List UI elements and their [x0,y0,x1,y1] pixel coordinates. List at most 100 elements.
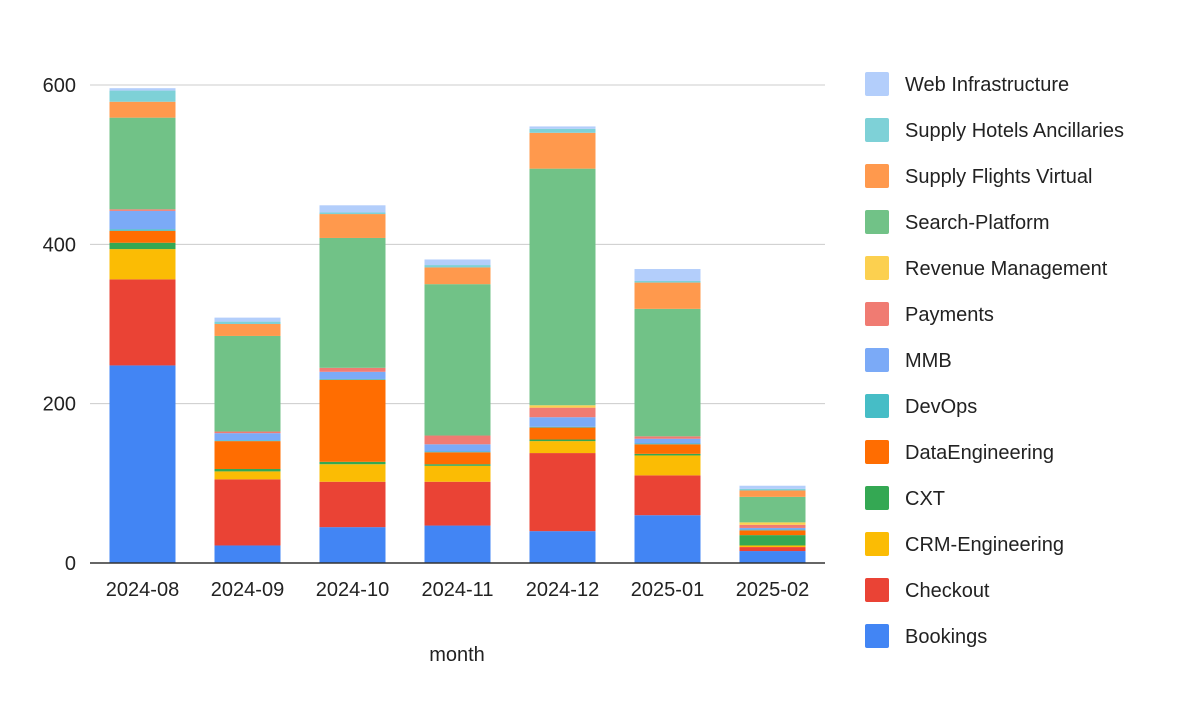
bar-segment [109,210,176,230]
y-tick-label: 0 [65,553,76,575]
bar-segment [529,126,596,129]
bar-segment [109,229,176,231]
bar-segment [319,464,386,482]
x-tick-label: 2024-08 [106,579,179,601]
bar-segment [634,280,701,283]
legend-label: Supply Hotels Ancillaries [905,120,1124,142]
bar-segment [424,525,491,563]
bar-segment [529,132,596,169]
legend-label: Payments [905,304,994,326]
bar-segment [319,527,386,563]
bar-segment [424,452,491,465]
legend-label: CRM-Engineering [905,534,1064,556]
bar-segment [214,440,281,442]
legend-swatch [865,348,889,372]
bar-segment [319,214,386,238]
bar-segment [634,436,701,439]
bar-segment [214,335,281,432]
bar-segment [214,317,281,322]
bar-segment [529,531,596,563]
bar-segment [109,249,176,280]
bar-segment [529,405,596,408]
bar-segment [109,209,176,211]
bar-segment [529,128,596,133]
x-tick-label: 2024-09 [211,579,284,601]
legend-label: Checkout [905,580,990,602]
bar-segment [529,439,596,442]
bar-segment [214,324,281,336]
bar-segment [634,269,701,281]
legend-swatch [865,440,889,464]
bar-segment [424,481,491,526]
bar-segment [109,90,176,102]
legend-swatch [865,210,889,234]
x-tick-label: 2024-11 [422,579,494,601]
bar-segment [109,101,176,118]
x-axis-title: month [429,644,485,666]
bar-segment [424,465,491,482]
bar-segment [214,433,281,441]
bar-segment [739,524,806,528]
bar-segment [214,441,281,469]
y-tick-label: 400 [43,234,76,256]
legend-swatch [865,624,889,648]
bar-segment [739,496,806,523]
bar-segment [739,488,806,491]
bar-segment [529,427,596,440]
bar-segment [529,417,596,427]
bar-segment [424,451,491,453]
bar-segment [319,367,386,372]
bar-segment [529,168,596,406]
bar-segment [634,308,701,437]
bar-segment [529,426,596,428]
bar-segment [529,453,596,532]
bar-segment [424,259,491,266]
x-tick-label: 2025-02 [736,579,809,601]
legend-label: Revenue Management [905,258,1108,280]
legend-swatch [865,164,889,188]
bar-segment [634,475,701,516]
bar-segment [424,464,491,466]
legend-label: MMB [905,350,952,372]
bar-segment [739,545,806,548]
bar-segment [319,237,386,368]
bar-segment [739,485,806,489]
x-tick-label: 2025-01 [631,579,704,601]
bar-segment [739,547,806,552]
bar-segment [319,378,386,380]
bar-segment [214,545,281,563]
legend-swatch [865,578,889,602]
legend-swatch [865,394,889,418]
bar-segment [634,455,701,476]
legend-swatch [865,72,889,96]
bar-segment [109,242,176,250]
bar-segment [634,444,701,454]
legend-label: Bookings [905,626,987,648]
bar-segment [739,529,806,531]
legend-swatch [865,256,889,280]
bar-segment [739,522,806,525]
bar-segment [739,530,806,536]
legend-label: CXT [905,488,945,510]
legend-swatch [865,302,889,326]
bar-segment [109,279,176,366]
bar-segment [529,441,596,454]
bar-segment [319,212,386,215]
y-tick-label: 600 [43,75,76,97]
bar-segment [424,267,491,285]
bar-segment [319,205,386,213]
bar-segment [214,431,281,434]
bar-segment [319,461,386,465]
bar-segment [424,284,491,436]
bar-segment [424,435,491,445]
bar-segment [214,471,281,480]
bar-segment [634,453,701,456]
bar-segment [319,379,386,462]
bar-segment [634,443,701,445]
bar-segment [214,468,281,472]
x-tick-label: 2024-12 [526,579,599,601]
y-tick-label: 200 [43,394,76,416]
legend-label: Supply Flights Virtual [905,166,1093,188]
bar-segment [214,479,281,546]
